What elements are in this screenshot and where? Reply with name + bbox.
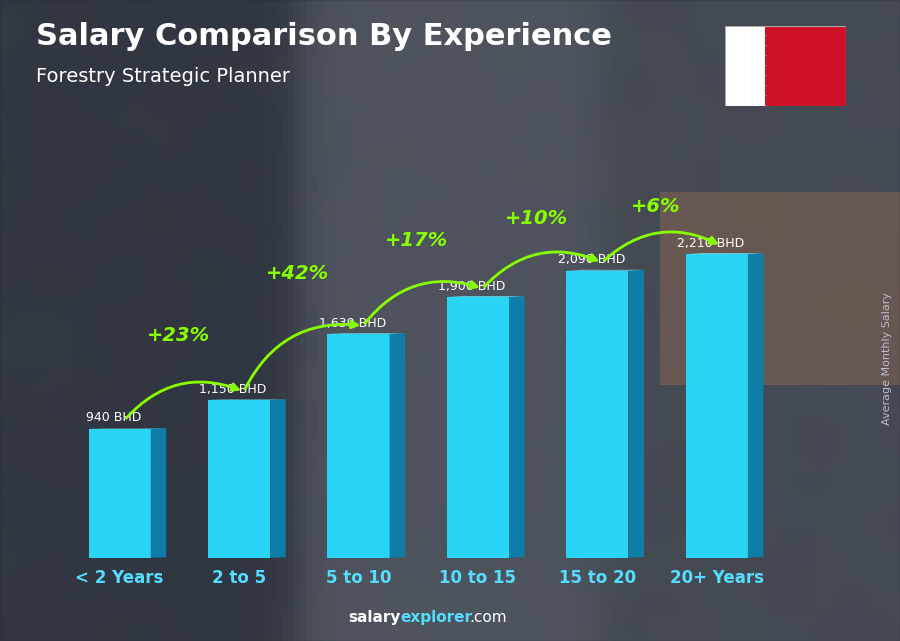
Polygon shape xyxy=(686,253,763,254)
Text: salary: salary xyxy=(348,610,400,625)
Text: explorer: explorer xyxy=(400,610,472,625)
Text: +23%: +23% xyxy=(147,326,210,345)
Text: .com: .com xyxy=(470,610,508,625)
Polygon shape xyxy=(328,334,390,558)
Polygon shape xyxy=(509,296,525,558)
Polygon shape xyxy=(765,36,783,46)
Polygon shape xyxy=(566,271,628,558)
Bar xyxy=(724,26,765,106)
Polygon shape xyxy=(765,96,783,106)
Text: 2,090 BHD: 2,090 BHD xyxy=(558,253,626,267)
Polygon shape xyxy=(447,297,509,558)
Polygon shape xyxy=(686,254,748,558)
Polygon shape xyxy=(88,429,150,558)
Text: Forestry Strategic Planner: Forestry Strategic Planner xyxy=(36,67,290,87)
Polygon shape xyxy=(566,270,644,271)
Polygon shape xyxy=(208,400,270,558)
Text: 1,630 BHD: 1,630 BHD xyxy=(319,317,386,329)
Polygon shape xyxy=(765,86,783,96)
Polygon shape xyxy=(150,428,166,558)
Polygon shape xyxy=(765,46,783,56)
Polygon shape xyxy=(748,253,763,558)
Polygon shape xyxy=(765,76,783,86)
Text: 1,900 BHD: 1,900 BHD xyxy=(438,279,506,292)
Polygon shape xyxy=(765,26,783,36)
Text: +10%: +10% xyxy=(505,209,568,228)
Polygon shape xyxy=(270,399,285,558)
Polygon shape xyxy=(390,333,405,558)
Text: Salary Comparison By Experience: Salary Comparison By Experience xyxy=(36,22,612,51)
Text: 940 BHD: 940 BHD xyxy=(86,412,141,424)
Text: +42%: +42% xyxy=(266,264,329,283)
Text: 2,210 BHD: 2,210 BHD xyxy=(677,237,744,250)
Text: Average Monthly Salary: Average Monthly Salary xyxy=(881,292,892,426)
Polygon shape xyxy=(765,65,783,76)
Polygon shape xyxy=(765,56,783,65)
Polygon shape xyxy=(628,270,644,558)
Text: 1,150 BHD: 1,150 BHD xyxy=(200,383,266,395)
Polygon shape xyxy=(447,296,525,297)
Text: +6%: +6% xyxy=(631,197,680,215)
Text: +17%: +17% xyxy=(385,231,448,250)
